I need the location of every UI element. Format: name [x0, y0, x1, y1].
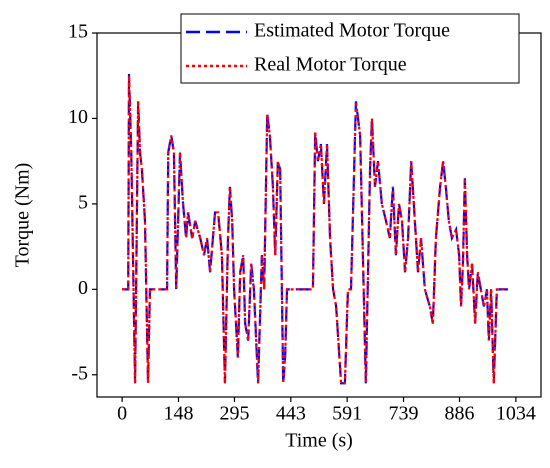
x-tick-label: 443: [276, 403, 306, 425]
x-tick-label: 0: [117, 403, 127, 425]
y-tick-label: 15: [68, 21, 88, 43]
y-tick-label: 0: [78, 277, 88, 299]
x-tick-label: 1034: [496, 403, 536, 425]
data-line: [122, 75, 508, 385]
x-tick-label: 295: [219, 403, 249, 425]
y-tick-label: -5: [71, 362, 88, 384]
plot-frame: [96, 32, 542, 398]
x-tick-label: 739: [389, 403, 419, 425]
y-tick-label: 10: [68, 106, 88, 128]
x-axis-label: Time (s): [285, 430, 353, 452]
y-axis-label: Torque (Nm): [12, 163, 34, 268]
x-tick-label: 886: [445, 403, 475, 425]
y-tick-label: 5: [78, 191, 88, 213]
legend-label: Real Motor Torque: [254, 54, 407, 76]
legend-box: [180, 13, 520, 84]
legend-label: Estimated Motor Torque: [254, 20, 450, 42]
x-tick-label: 591: [332, 403, 362, 425]
x-tick-label: 148: [163, 403, 193, 425]
